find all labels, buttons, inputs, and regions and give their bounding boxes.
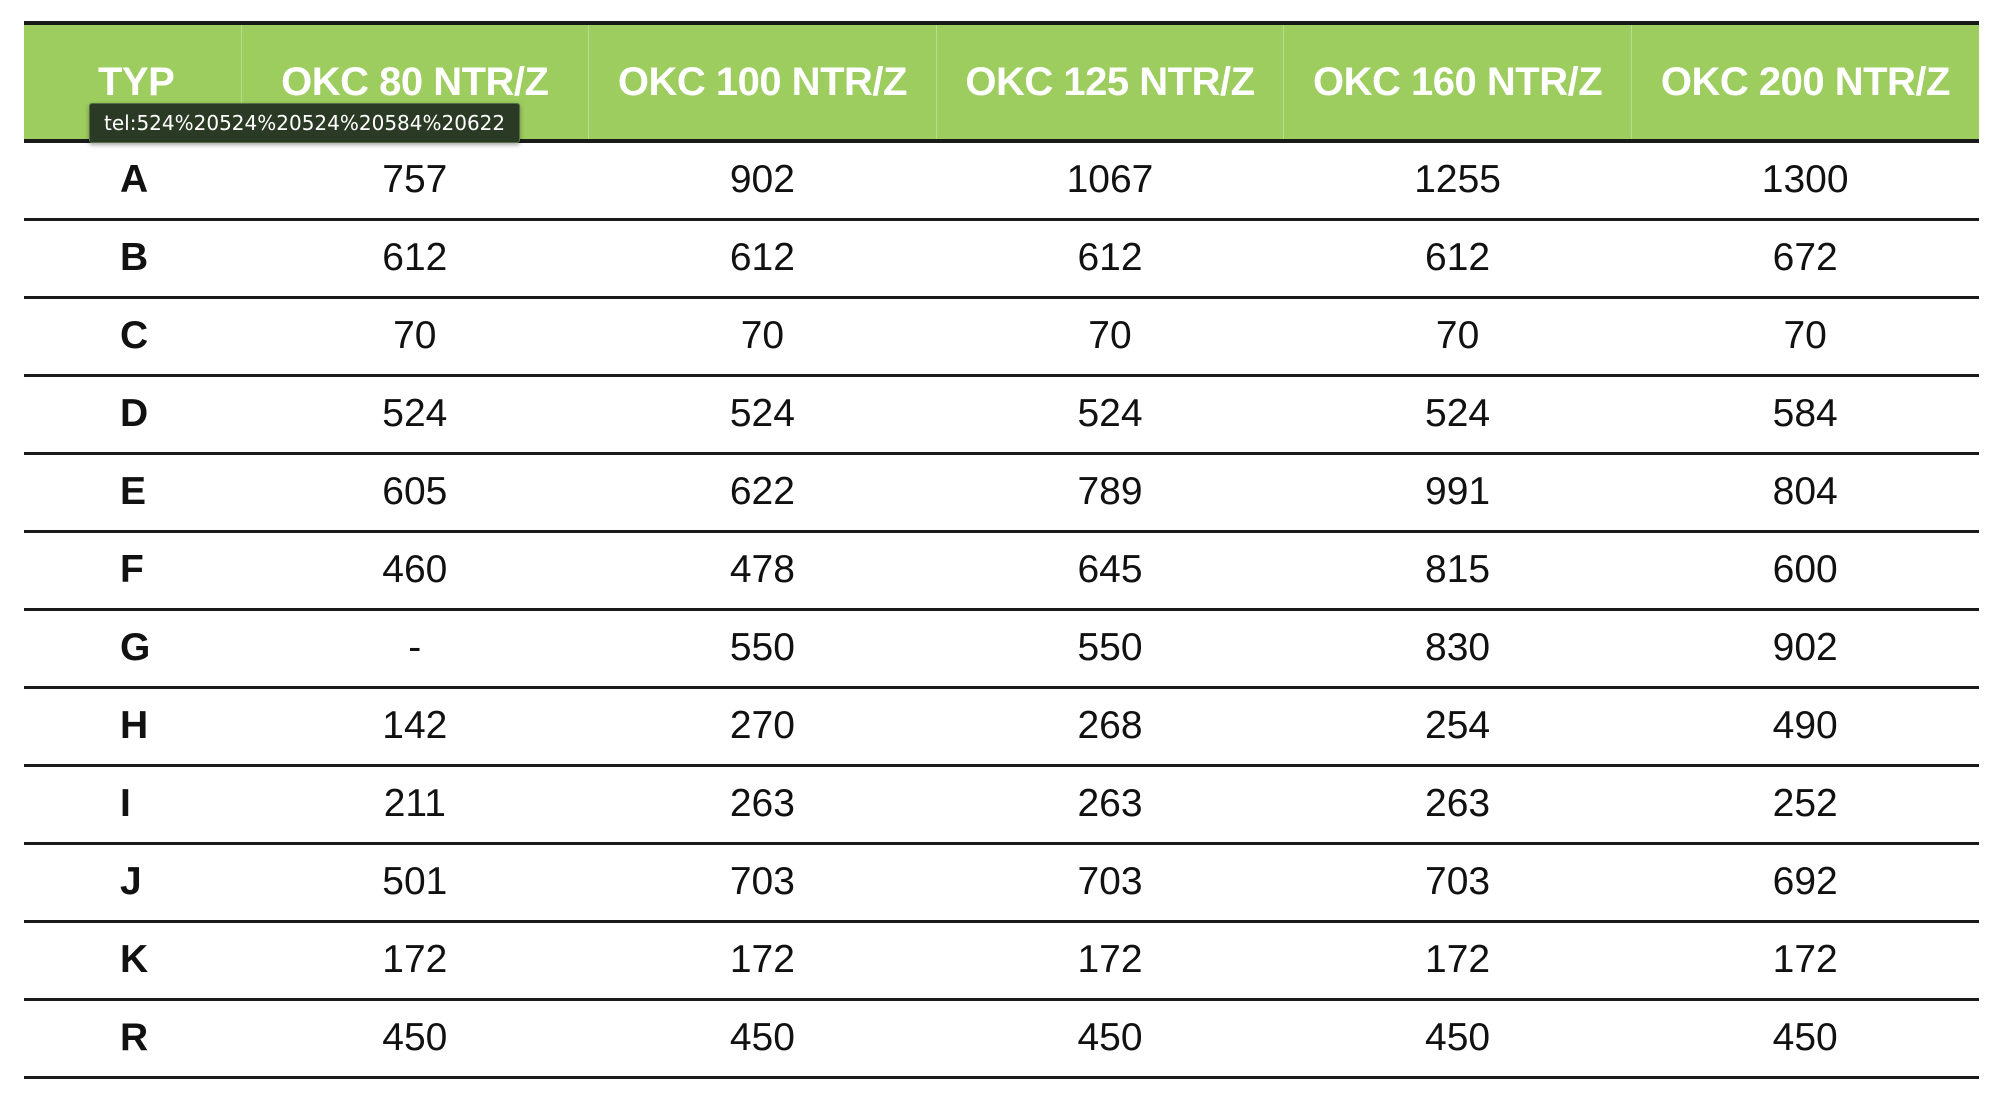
- table-cell: 501: [241, 843, 589, 923]
- table-row: D 524 524 524 524 584: [24, 375, 1979, 455]
- row-label: J: [24, 843, 241, 923]
- table-cell: 612: [588, 219, 937, 299]
- table-cell: 1300: [1631, 141, 1979, 221]
- table-cell: 672: [1631, 219, 1979, 299]
- table-cell: 70: [1283, 297, 1632, 377]
- table-cell: 703: [936, 843, 1284, 923]
- table-cell: 830: [1283, 609, 1632, 689]
- table-cell: 450: [588, 999, 937, 1079]
- row-label: H: [24, 687, 241, 767]
- table-row: G -550 550 830 902: [24, 609, 1979, 689]
- table-cell: -: [241, 609, 589, 689]
- row-label: F: [24, 531, 241, 611]
- table-cell: 450: [241, 999, 589, 1079]
- table-cell: 460: [241, 531, 589, 611]
- table-cell: 172: [588, 921, 937, 1001]
- table-cell: 991: [1283, 453, 1632, 533]
- table-row: K 172 172 172 172 172: [24, 921, 1979, 1001]
- table-cell: 172: [241, 921, 589, 1001]
- table-cell: 263: [588, 765, 937, 845]
- table-cell: 263: [936, 765, 1284, 845]
- table-cell: 450: [1283, 999, 1632, 1079]
- table-cell: 804: [1631, 453, 1979, 533]
- table-cell: 605: [241, 453, 589, 533]
- table-cell: 550: [936, 609, 1284, 689]
- table-cell: 815: [1283, 531, 1632, 611]
- row-label: K: [24, 921, 241, 1001]
- table-cell: 645: [936, 531, 1284, 611]
- table-cell: 172: [1631, 921, 1979, 1001]
- table-row: F 460 478 645 815 600: [24, 531, 1979, 611]
- table-row: E 605 622 789 991 804: [24, 453, 1979, 533]
- table-cell: 1255: [1283, 141, 1632, 221]
- table-cell: 450: [936, 999, 1284, 1079]
- table-cell: 612: [936, 219, 1284, 299]
- row-label: C: [24, 297, 241, 377]
- table-cell: 902: [1631, 609, 1979, 689]
- table-cell: 70: [588, 297, 937, 377]
- row-label: G: [24, 609, 241, 689]
- table-cell: 142: [241, 687, 589, 767]
- phone-number-cell[interactable]: 584: [1631, 375, 1979, 455]
- table-cell: 252: [1631, 765, 1979, 845]
- table-cell: 263: [1283, 765, 1632, 845]
- table-cell: 757: [241, 141, 589, 221]
- table-cell: 270: [588, 687, 937, 767]
- table-cell: 550: [588, 609, 937, 689]
- table-row: J 501 703 703 703 692: [24, 843, 1979, 923]
- table-cell: 70: [241, 297, 589, 377]
- phone-number-cell[interactable]: 524: [588, 375, 937, 455]
- row-label: R: [24, 999, 241, 1079]
- dimension-table: TYP OKC 80 NTR/Z OKC 100 NTR/Z OKC 125 N…: [24, 21, 1979, 1079]
- table-row: A 757 902 1067 1255 1300: [24, 141, 1979, 221]
- table-row: H 142 270 268 254 490: [24, 687, 1979, 767]
- header-okc-160: OKC 160 NTR/Z: [1283, 21, 1632, 143]
- table-cell: 600: [1631, 531, 1979, 611]
- header-okc-100: OKC 100 NTR/Z: [588, 21, 937, 143]
- table-cell: 703: [588, 843, 937, 923]
- row-label: I: [24, 765, 241, 845]
- row-label: B: [24, 219, 241, 299]
- row-label: E: [24, 453, 241, 533]
- table-row: C 70 70 70 70 70: [24, 297, 1979, 377]
- table-cell: 622: [588, 453, 937, 533]
- row-label: A: [24, 141, 241, 221]
- table-cell: 172: [936, 921, 1284, 1001]
- row-label: D: [24, 375, 241, 455]
- phone-link-tooltip: tel:524%20524%20524%20584%20622: [89, 103, 521, 143]
- table-cell: 254: [1283, 687, 1632, 767]
- table-cell: 692: [1631, 843, 1979, 923]
- phone-number-cell[interactable]: 524: [1283, 375, 1632, 455]
- table-cell: 703: [1283, 843, 1632, 923]
- header-okc-200: OKC 200 NTR/Z: [1630, 21, 1979, 143]
- table-row: B 612 612 612 612 672: [24, 219, 1979, 299]
- table-body: A 757 902 1067 1255 1300 B 612 612 612 612 672 C 70 70…: [24, 141, 1979, 1079]
- phone-number-cell[interactable]: 524: [241, 375, 589, 455]
- table-row: I 211 263 263 263 252: [24, 765, 1979, 845]
- phone-number-cell[interactable]: 524: [936, 375, 1284, 455]
- table-cell: 902: [588, 141, 937, 221]
- table-cell: 70: [1631, 297, 1979, 377]
- table-cell: 478: [588, 531, 937, 611]
- table-cell: 450: [1631, 999, 1979, 1079]
- table-cell: 70: [936, 297, 1284, 377]
- table-cell: 268: [936, 687, 1284, 767]
- table-cell: 789: [936, 453, 1284, 533]
- table-row: R 450 450 450 450 450: [24, 999, 1979, 1079]
- table-cell: 612: [1283, 219, 1632, 299]
- table-cell: 211: [241, 765, 589, 845]
- table-cell: 612: [241, 219, 589, 299]
- table-cell: 1067: [936, 141, 1284, 221]
- table-cell: 172: [1283, 921, 1632, 1001]
- table-cell: 490: [1631, 687, 1979, 767]
- header-okc-125: OKC 125 NTR/Z: [935, 21, 1284, 143]
